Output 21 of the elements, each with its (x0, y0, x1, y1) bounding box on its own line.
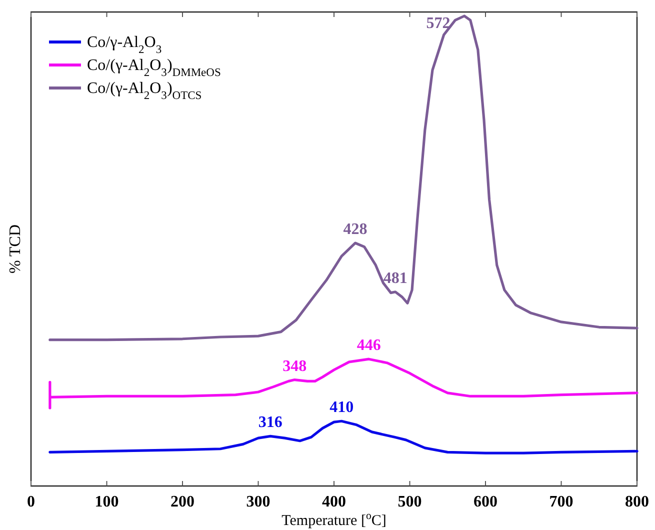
legend-label: Co/(γ-Al$_{2}$O$_{3}$)$_{OTCS}$ (87, 80, 202, 102)
x-tick-label: 500 (398, 493, 422, 510)
annotation: 572 (426, 14, 450, 32)
x-tick-label: 100 (94, 493, 119, 510)
x-tick-label: 700 (549, 493, 574, 510)
x-tick-label: 400 (322, 493, 346, 510)
x-tick-label: 600 (474, 493, 498, 510)
x-tick-label: 200 (170, 493, 194, 510)
x-tick-label: 300 (246, 493, 270, 510)
legend-label: Co/γ-Al$_{2}$O$_{3}$ (87, 34, 162, 56)
x-axis-title: Temperature [$^{o}$C] (282, 510, 386, 529)
annotation: 410 (330, 399, 354, 416)
x-tick-label: 800 (625, 493, 649, 510)
annotation: 348 (282, 358, 307, 375)
annotation: 481 (383, 270, 408, 287)
x-tick-label: 0 (27, 493, 35, 510)
y-axis-title: % TCD (7, 224, 24, 274)
annotation: 446 (356, 337, 381, 354)
annotation: 316 (258, 414, 282, 432)
annotation: 428 (343, 221, 368, 238)
legend-label: Co/(γ-Al$_{2}$O$_{3}$)$_{DMMeOS}$ (87, 57, 221, 79)
